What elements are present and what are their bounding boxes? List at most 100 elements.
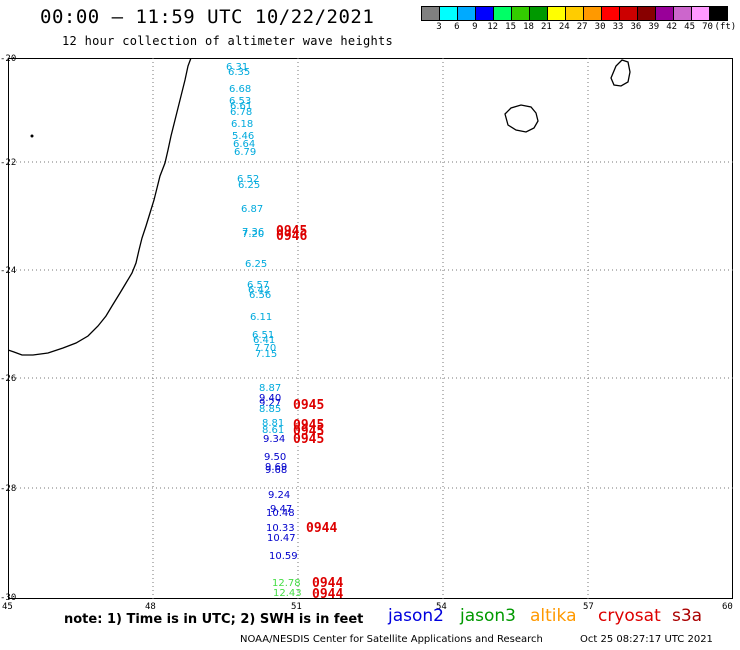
wave-height-label: 6.79 [234, 147, 257, 158]
pass-time-label: 0945 [293, 398, 325, 413]
latitude-label: -28 [0, 484, 17, 494]
scale-label: 12 [487, 22, 499, 32]
wave-height-label: 9.47 [270, 504, 293, 515]
wave-height-label: 10.59 [269, 551, 298, 562]
scale-label: 18 [523, 22, 534, 32]
wave-height-label: 6.87 [241, 204, 264, 215]
pass-time-label: 0944 [312, 576, 344, 591]
scale-label: 45 [684, 22, 696, 32]
scale-swatch [475, 6, 494, 21]
latitude-label: -26 [0, 374, 17, 384]
wave-height-label: 6.18 [231, 119, 254, 130]
wave-height-label: 6.52 [237, 174, 260, 185]
wave-height-label: 9.50 [264, 452, 287, 463]
scale-swatch [529, 6, 548, 21]
scale-swatch [709, 6, 728, 21]
longitude-label: 48 [145, 602, 156, 612]
scale-swatch [673, 6, 692, 21]
wave-height-label: 9.24 [268, 490, 291, 501]
wave-height-label: 6.68 [229, 84, 252, 95]
wave-height-label: 10.33 [266, 523, 295, 534]
wave-height-label: 12.78 [272, 578, 301, 589]
wave-height-label: 6.35 [228, 67, 251, 78]
wave-height-label: 5.46 [232, 131, 255, 142]
color-scale-labels: 3 6 9 12 15 18 21 24 27 30 33 36 39 42 45 70 (ft) [422, 22, 740, 34]
wave-height-label: 10.47 [267, 533, 296, 544]
wave-height-label: 6.56 [249, 290, 272, 301]
credit-text: NOAA/NESDIS Center for Satellite Applica… [240, 634, 543, 645]
map-title: 00:00 — 11:59 UTC 10/22/2021 [40, 6, 375, 28]
legend-jason3: jason3 [460, 606, 516, 626]
latitude-label: -24 [0, 266, 17, 276]
scale-swatch [619, 6, 638, 21]
wave-height-label: 6.61 [230, 101, 253, 112]
scale-swatch [655, 6, 674, 21]
longitude-label: 51 [291, 602, 302, 612]
wave-height-label: 8.85 [259, 404, 282, 415]
wave-height-label: 8.87 [259, 383, 282, 394]
scale-label: (ft) [714, 22, 737, 32]
graticule [8, 58, 733, 599]
scale-label: 3 [436, 22, 442, 32]
scale-label: 27 [576, 22, 588, 32]
legend-altika: altika [530, 606, 577, 626]
pass-time-label: 0945 [293, 424, 325, 439]
legend-s3a: s3a [672, 606, 703, 626]
wave-height-label: 6.64 [233, 139, 256, 150]
scale-swatch [637, 6, 656, 21]
wave-height-label: 9.69 [265, 462, 288, 473]
scale-swatch [493, 6, 512, 21]
longitude-label: 45 [2, 602, 13, 612]
color-scale [421, 6, 728, 21]
small-island [30, 134, 34, 138]
mauritius-island [610, 59, 631, 87]
scale-label: 33 [612, 22, 624, 32]
note-text: note: 1) Time is in UTC; 2) SWH is in fe… [64, 612, 364, 627]
pass-time-label: 0944 [306, 521, 338, 536]
scale-label: 39 [648, 22, 660, 32]
wave-height-label: 7.70 [254, 343, 277, 354]
wave-height-label: 6.25 [245, 259, 268, 270]
pass-time-label: 0945 [293, 432, 325, 447]
scale-swatch [691, 6, 710, 21]
scale-label: 30 [594, 22, 606, 32]
map-svg [8, 58, 733, 599]
wave-height-label: 6.53 [229, 96, 252, 107]
scale-label: 42 [666, 22, 678, 32]
scale-swatch [421, 6, 440, 21]
scale-label: 36 [630, 22, 642, 32]
wave-height-label: 12.43 [273, 588, 302, 599]
scale-swatch [601, 6, 620, 21]
scale-swatch [511, 6, 530, 21]
map-subtitle: 12 hour collection of altimeter wave hei… [62, 34, 394, 48]
scale-label: 9 [472, 22, 478, 32]
madagascar-coastline [8, 58, 192, 356]
scale-label: 6 [454, 22, 460, 32]
wave-height-label: 7.36 [242, 227, 265, 238]
map-frame [8, 58, 733, 599]
wave-height-label: 6.31 [226, 62, 249, 73]
wave-height-label: 9.40 [259, 393, 282, 404]
wave-height-label: 6.57 [247, 280, 270, 291]
scale-label: 70 [702, 22, 713, 32]
wave-height-label: 6.42 [248, 285, 271, 296]
wave-height-label: 6.11 [250, 312, 273, 323]
scale-label: 15 [505, 22, 517, 32]
wave-height-label: 7.15 [255, 349, 278, 360]
scale-label: 21 [540, 22, 552, 32]
scale-swatch [439, 6, 458, 21]
wave-height-label: 6.25 [238, 180, 261, 191]
reunion-island [504, 104, 539, 133]
scale-swatch [457, 6, 476, 21]
legend-jason2: jason2 [388, 606, 444, 626]
wave-height-label: 9.27 [259, 398, 282, 409]
wave-height-label: 10.48 [266, 508, 295, 519]
pass-time-label: 0946 [276, 229, 308, 244]
longitude-label: 57 [583, 602, 594, 612]
latitude-label: -20 [0, 54, 17, 64]
longitude-label: 54 [436, 602, 447, 612]
pass-time-label: 0945 [276, 224, 308, 239]
wave-height-label: 6.78 [230, 107, 253, 118]
latitude-label: -30 [0, 593, 17, 603]
credit-date: Oct 25 08:27:17 UTC 2021 [580, 634, 713, 645]
